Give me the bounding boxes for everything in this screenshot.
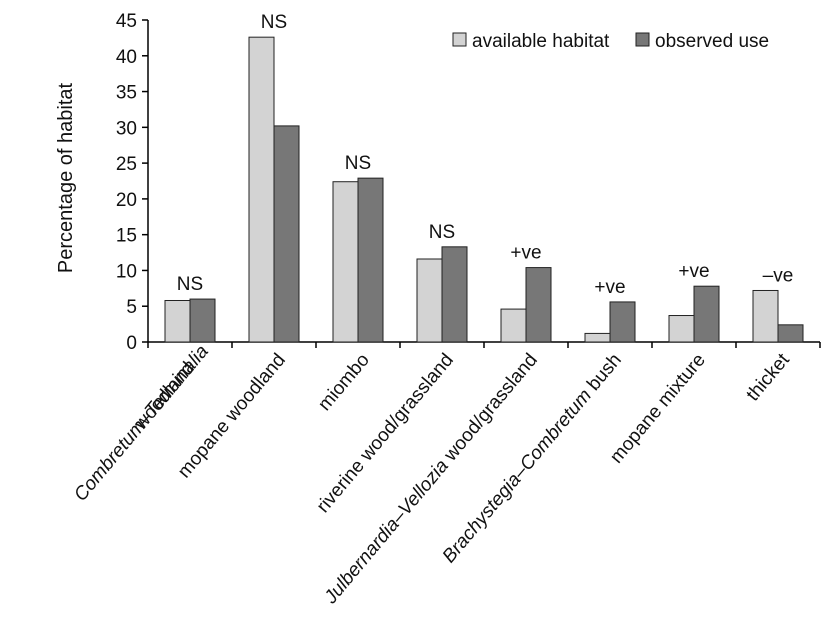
category-label-part: riverine wood/grassland [313, 350, 458, 517]
category-label-part: bush [580, 350, 626, 399]
bar-observed-use [273, 125, 300, 343]
y-tick-label: 30 [116, 118, 137, 139]
significance-label: NS [177, 274, 203, 295]
bar-available-habitat [164, 299, 191, 343]
category-label-part: woodland [130, 358, 199, 435]
category-label: woodland [130, 358, 199, 435]
legend-swatch-available [452, 32, 467, 47]
significance-label: +ve [510, 243, 541, 264]
significance-annotations: NS NS NS NS +ve +ve +ve –ve [177, 12, 794, 298]
y-tick-label: 5 [126, 297, 137, 318]
category-label-part: miombo [314, 350, 374, 415]
significance-label: NS [345, 153, 371, 174]
bar-available-habitat [416, 258, 443, 343]
bar-observed-use [441, 246, 468, 343]
legend-label-observed: observed use [655, 31, 769, 52]
significance-label: –ve [763, 265, 794, 286]
y-tick-label: 35 [116, 83, 137, 104]
bar-available-habitat [500, 308, 527, 343]
bar-available-habitat [248, 36, 275, 343]
category-label: miombo [314, 350, 374, 415]
y-tick-label: 25 [116, 154, 137, 175]
bar-observed-use [777, 324, 804, 343]
bar-available-habitat [584, 332, 611, 343]
y-tick-label: 0 [126, 333, 137, 354]
bar-available-habitat [332, 181, 359, 343]
significance-label: NS [429, 222, 455, 243]
y-tick-label: 15 [116, 226, 137, 247]
legend-swatch-observed [635, 32, 650, 47]
bars [164, 36, 804, 343]
category-label-part: Brachystegia–Combretum [439, 385, 596, 567]
bar-observed-use [609, 301, 636, 343]
significance-label: +ve [594, 277, 625, 298]
y-axis-label: Percentage of habitat [55, 82, 77, 273]
legend: available habitat observed use [452, 31, 769, 52]
category-label-part: thicket [742, 349, 794, 405]
significance-label: NS [261, 12, 287, 33]
legend-label-available: available habitat [472, 31, 610, 52]
y-tick-label: 40 [116, 47, 137, 68]
y-tick-label: 10 [116, 261, 137, 282]
y-ticks: 0 5 10 15 20 25 30 35 40 45 [116, 11, 148, 354]
bar-available-habitat [668, 315, 695, 343]
y-tick-label: 45 [116, 11, 137, 32]
bar-observed-use [189, 298, 216, 343]
bar-observed-use [693, 285, 720, 343]
category-label: Brachystegia–Combretum bush [439, 350, 626, 567]
x-ticks [147, 342, 821, 348]
significance-label: +ve [678, 261, 709, 282]
category-label: thicket [742, 349, 794, 405]
bar-available-habitat [752, 289, 779, 343]
bar-observed-use [357, 177, 384, 343]
y-tick-label: 20 [116, 190, 137, 211]
category-label: riverine wood/grassland [313, 350, 458, 517]
bar-observed-use [525, 267, 552, 343]
